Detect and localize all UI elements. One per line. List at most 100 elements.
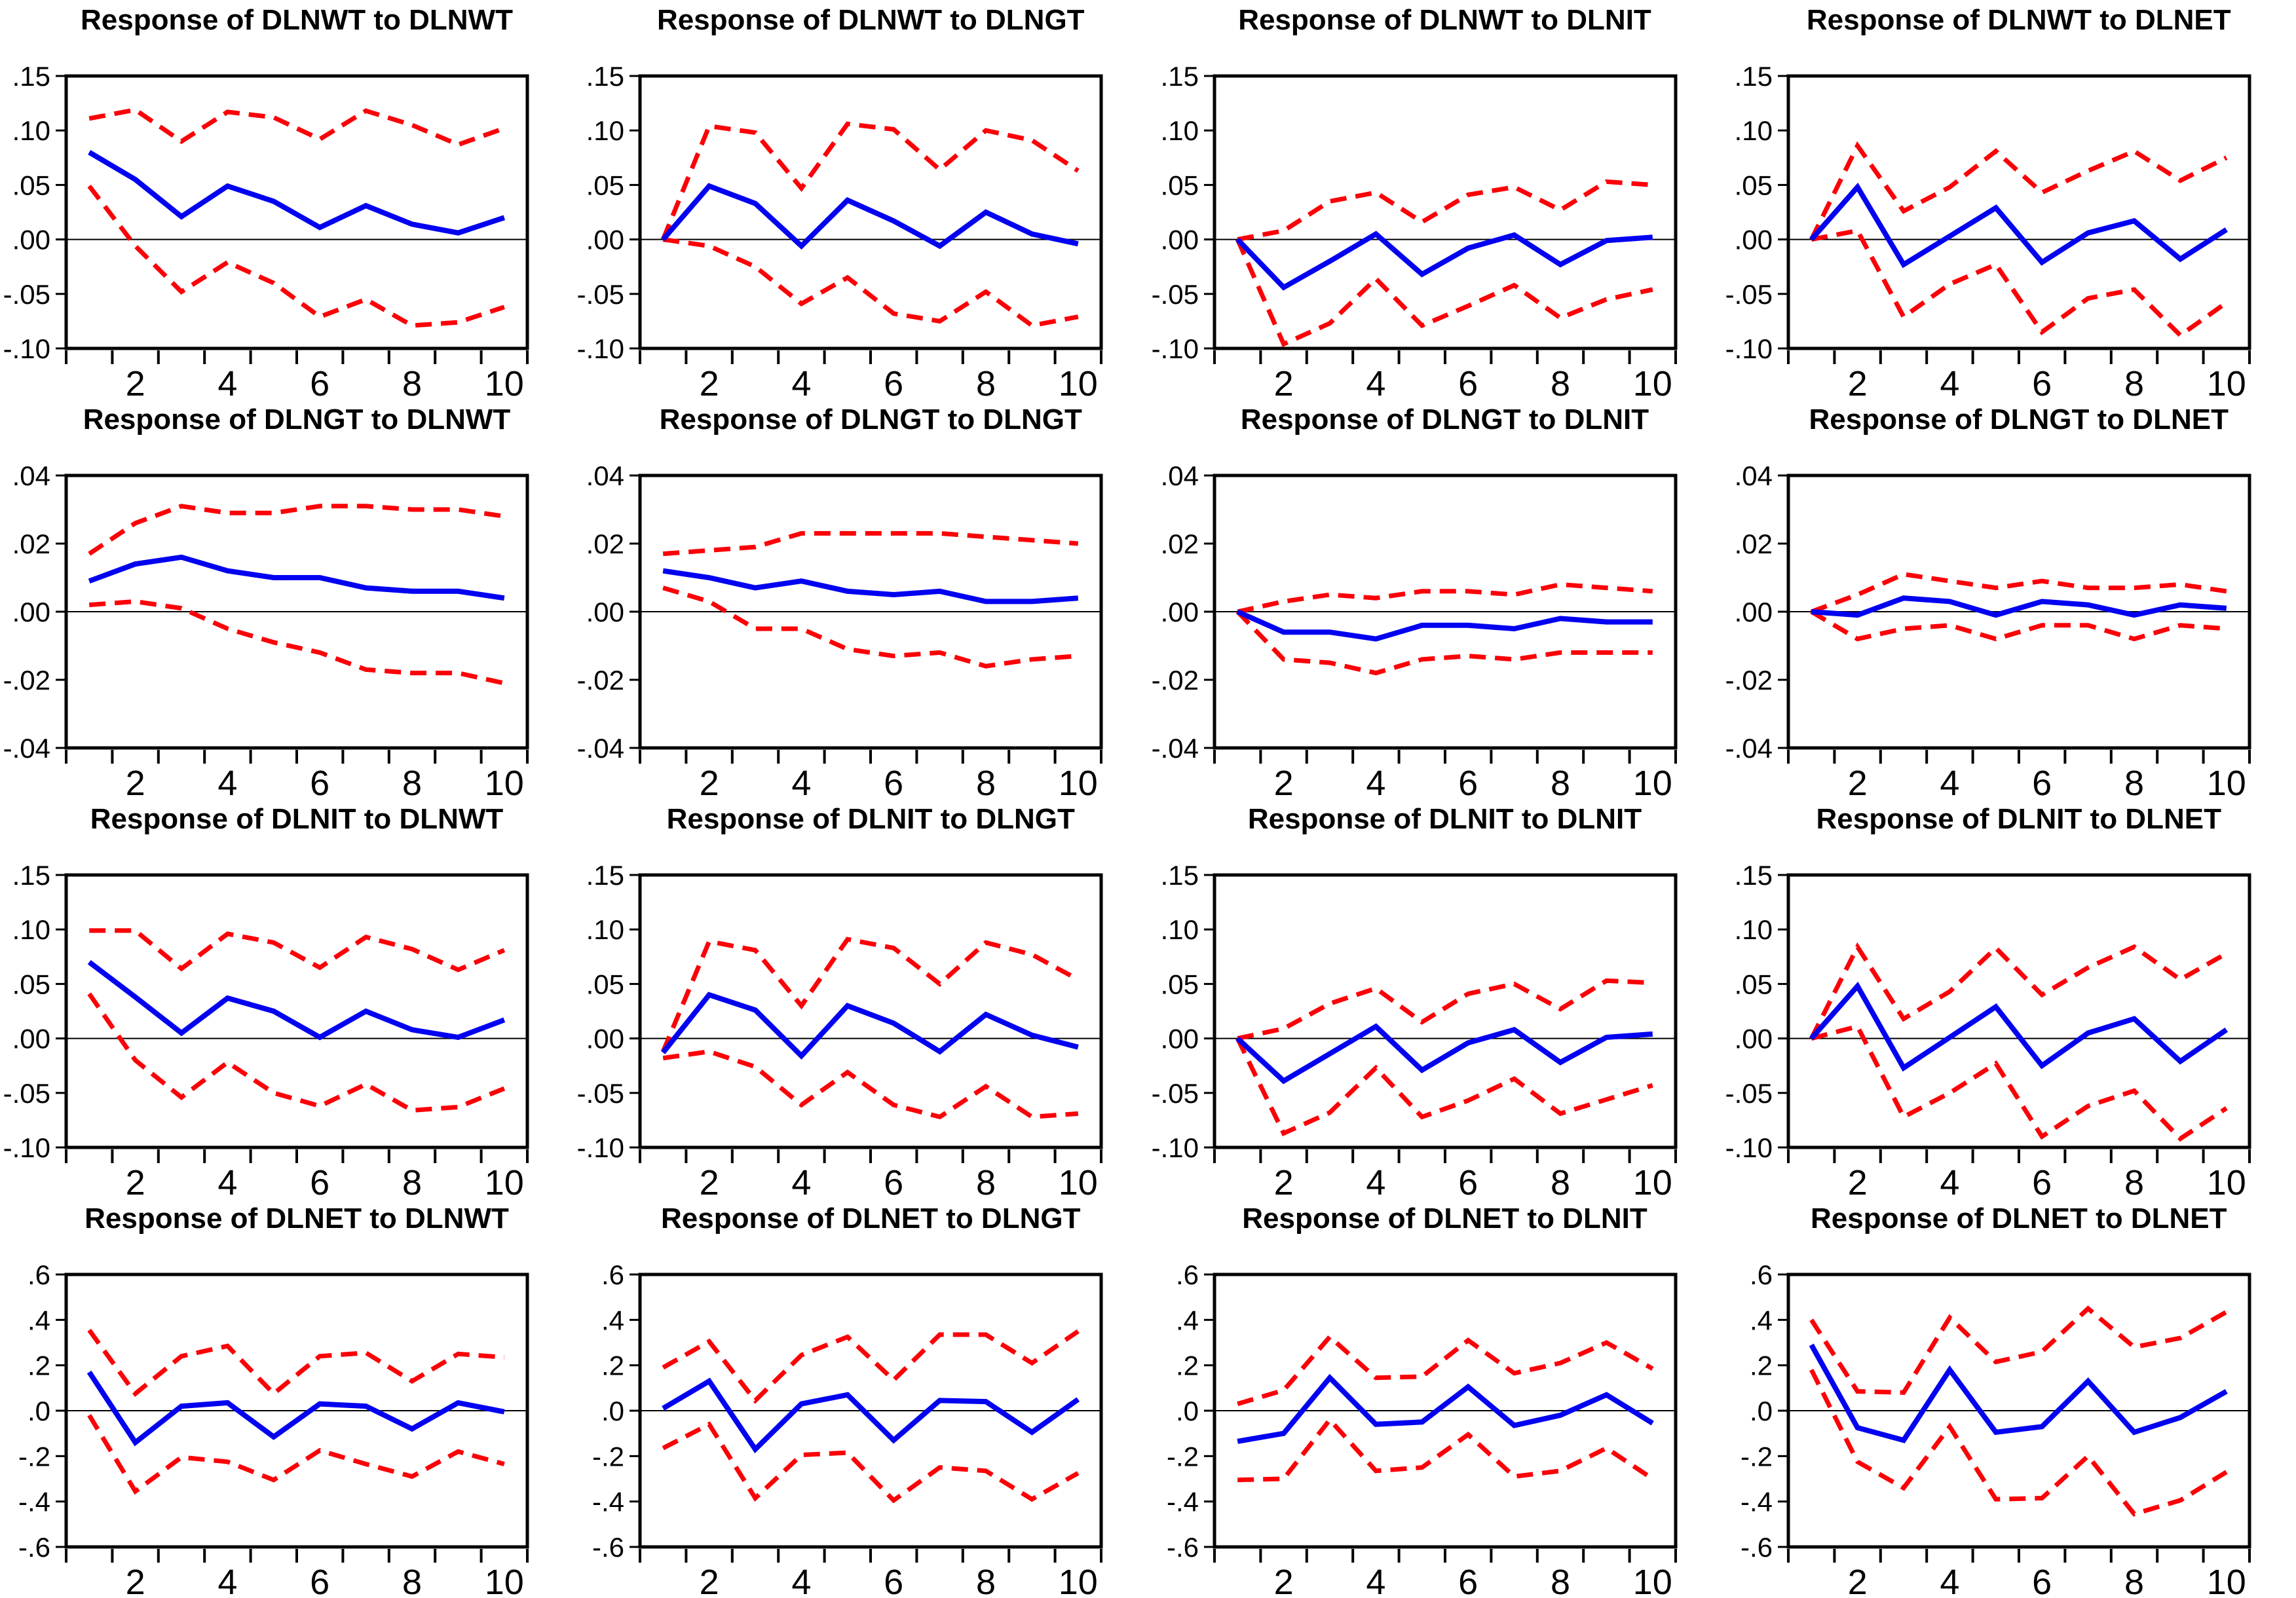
irf-plot-svg: .15 .10 .05 .00 -.05 -.10 2 4 6 8 10 bbox=[1725, 61, 2251, 400]
y-tick-label: .2 bbox=[1175, 1350, 1198, 1381]
irf-panel-dlnit-dlnwt: Response of DLNIT to DLNWT .15 .10 .05 .00 -… bbox=[0, 799, 574, 1198]
y-tick-label: -.4 bbox=[592, 1487, 624, 1517]
y-tick-label: -.04 bbox=[3, 733, 50, 764]
x-tick-label: 6 bbox=[2032, 364, 2052, 400]
irf-panel-dlnet-dlngt: Response of DLNET to DLNGT .6 .4 .2 .0 -.2 -.… bbox=[574, 1198, 1148, 1598]
y-tick-label: -.04 bbox=[1151, 733, 1198, 764]
response-line bbox=[1811, 595, 2227, 618]
x-tick-label: 4 bbox=[792, 1563, 812, 1598]
chart-title: Response of DLNGT to DLNGT bbox=[659, 403, 1082, 436]
y-tick-label: .00 bbox=[1734, 597, 1772, 627]
response-line bbox=[661, 992, 1080, 1060]
plot-frame bbox=[1213, 74, 1677, 350]
irf-panel-dlngt-dlnwt: Response of DLNGT to DLNWT .04 .02 .00 -.02… bbox=[0, 400, 574, 799]
chart-title: Response of DLNWT to DLNGT bbox=[656, 4, 1085, 36]
chart-title: Response of DLNGT to DLNIT bbox=[1240, 403, 1649, 436]
irf-plot-svg: .04 .02 .00 -.02 -.04 2 4 6 8 10 bbox=[577, 460, 1103, 799]
y-tick-label: .4 bbox=[1750, 1305, 1773, 1335]
x-tick-label: 10 bbox=[1059, 1163, 1098, 1198]
y-tick-label: .10 bbox=[1160, 914, 1198, 945]
x-tick-label: 10 bbox=[1059, 764, 1098, 799]
x-tick-label: 8 bbox=[976, 1163, 996, 1198]
chart-title: Response of DLNIT to DLNIT bbox=[1247, 803, 1642, 835]
irf-plot-svg: .04 .02 .00 -.02 -.04 2 4 6 8 10 bbox=[3, 460, 529, 799]
y-tick-label: .0 bbox=[601, 1396, 624, 1426]
upper-band-line bbox=[88, 107, 505, 147]
plot-frame bbox=[638, 474, 1103, 750]
y-tick-label: .0 bbox=[1175, 1396, 1198, 1426]
y-tick-label: .04 bbox=[586, 460, 624, 491]
lower-band-line bbox=[1237, 1416, 1654, 1483]
y-tick-label: -.4 bbox=[1741, 1487, 1773, 1517]
y-tick-label: .04 bbox=[12, 460, 50, 491]
upper-band-line bbox=[661, 937, 1080, 1052]
upper-band-line bbox=[662, 1329, 1080, 1404]
x-tick-label: 2 bbox=[700, 364, 719, 400]
x-tick-label: 4 bbox=[1940, 1163, 1959, 1198]
upper-band-line bbox=[88, 504, 505, 556]
y-tick-label: .0 bbox=[1750, 1396, 1773, 1426]
x-tick-label: 8 bbox=[1550, 364, 1570, 400]
irf-plot-svg: .15 .10 .05 .00 -.05 -.10 2 4 6 8 10 bbox=[1151, 860, 1677, 1198]
x-tick-label: 6 bbox=[2032, 764, 2052, 799]
irf-panel-dlnwt-dlngt: Response of DLNWT to DLNGT .15 .10 .05 .00 -… bbox=[574, 0, 1148, 400]
x-tick-label: 2 bbox=[1273, 364, 1293, 400]
response-line bbox=[1809, 1343, 2228, 1443]
chart-title: Response of DLNIT to DLNET bbox=[1816, 803, 2221, 835]
x-tick-label: 6 bbox=[884, 1563, 903, 1598]
y-tick-label: .15 bbox=[586, 860, 624, 891]
irf-plot-svg: .6 .4 .2 .0 -.2 -.4 -.6 2 4 6 8 10 bbox=[1166, 1259, 1677, 1598]
x-tick-label: 6 bbox=[310, 1163, 329, 1198]
upper-band-line bbox=[661, 121, 1080, 240]
plot-frame bbox=[1786, 474, 2251, 750]
x-tick-label: 2 bbox=[126, 1163, 145, 1198]
y-tick-label: -.4 bbox=[18, 1487, 50, 1517]
y-tick-label: -.02 bbox=[1725, 665, 1772, 696]
x-tick-label: 4 bbox=[792, 1163, 812, 1198]
y-tick-label: .00 bbox=[12, 1024, 50, 1054]
x-tick-label: 10 bbox=[1059, 364, 1098, 400]
y-tick-label: .00 bbox=[12, 597, 50, 627]
chart-title: Response of DLNGT to DLNWT bbox=[83, 403, 511, 436]
y-tick-label: .6 bbox=[1175, 1259, 1198, 1290]
x-tick-label: 6 bbox=[884, 1163, 903, 1198]
y-tick-label: -.05 bbox=[3, 279, 50, 310]
y-tick-label: .15 bbox=[1734, 860, 1772, 891]
y-tick-label: .05 bbox=[12, 170, 50, 200]
irf-plot-svg: .6 .4 .2 .0 -.2 -.4 -.6 2 4 6 8 10 bbox=[18, 1259, 529, 1598]
x-tick-label: 4 bbox=[1366, 1563, 1385, 1598]
y-tick-label: -.4 bbox=[1166, 1487, 1198, 1517]
chart-title: Response of DLNGT to DLNET bbox=[1809, 403, 2229, 436]
y-tick-label: -.05 bbox=[577, 1078, 624, 1109]
x-tick-label: 6 bbox=[310, 764, 329, 799]
irf-plot-svg: .15 .10 .05 .00 -.05 -.10 2 4 6 8 10 bbox=[1151, 61, 1677, 400]
x-tick-label: 6 bbox=[1458, 364, 1478, 400]
y-tick-label: .05 bbox=[12, 969, 50, 999]
y-tick-label: .10 bbox=[1160, 115, 1198, 146]
x-tick-label: 8 bbox=[976, 764, 996, 799]
plot-frame bbox=[64, 1273, 529, 1549]
upper-band-line bbox=[1810, 572, 2227, 614]
x-tick-label: 2 bbox=[126, 764, 145, 799]
x-tick-label: 10 bbox=[2207, 1563, 2246, 1598]
y-tick-label: -.10 bbox=[1151, 1132, 1198, 1163]
y-tick-label: .04 bbox=[1160, 460, 1198, 491]
lower-band-line bbox=[662, 237, 1079, 328]
irf-panel-dlnet-dlnet: Response of DLNET to DLNET .6 .4 .2 .0 -.2 -.… bbox=[1722, 1198, 2296, 1598]
y-tick-label: .2 bbox=[1750, 1350, 1773, 1381]
y-tick-label: .00 bbox=[1160, 225, 1198, 255]
y-tick-label: .00 bbox=[586, 597, 624, 627]
x-tick-label: 2 bbox=[1847, 1563, 1867, 1598]
x-tick-label: 10 bbox=[485, 1563, 524, 1598]
y-tick-label: -.05 bbox=[1151, 1078, 1198, 1109]
y-tick-label: .10 bbox=[12, 115, 50, 146]
y-tick-label: .04 bbox=[1734, 460, 1772, 491]
plot-frame bbox=[64, 474, 529, 750]
y-tick-label: .02 bbox=[12, 529, 50, 559]
response-line bbox=[86, 1370, 505, 1447]
chart-title: Response of DLNET to DLNET bbox=[1810, 1202, 2227, 1235]
response-line bbox=[1236, 609, 1653, 642]
y-tick-label: .15 bbox=[1160, 61, 1198, 92]
x-tick-label: 8 bbox=[2124, 364, 2144, 400]
y-tick-label: -.10 bbox=[1151, 333, 1198, 364]
